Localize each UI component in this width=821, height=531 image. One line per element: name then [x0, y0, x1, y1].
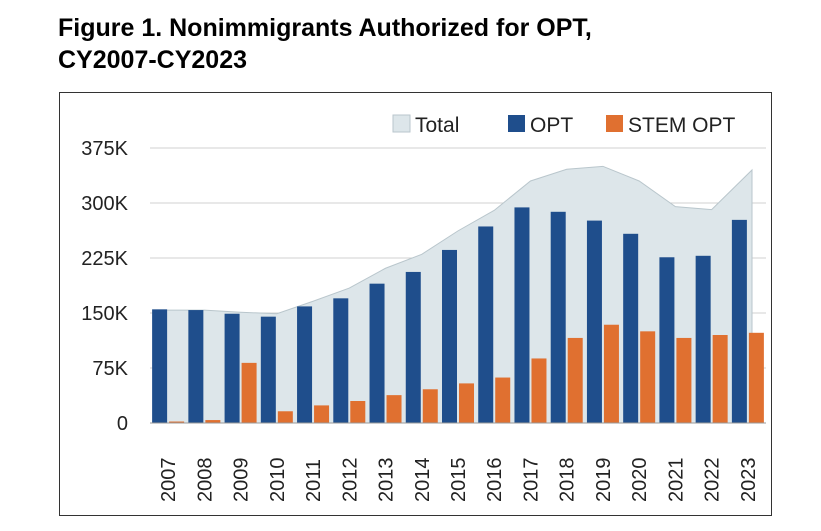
legend-label: OPT [530, 114, 573, 137]
x-tick-label: 2015 [448, 458, 470, 503]
stem-opt-bar [386, 395, 402, 423]
x-tick-label: 2023 [738, 458, 760, 503]
stem-opt-bar [676, 337, 692, 423]
figure-title-line1: Figure 1. Nonimmigrants Authorized for O… [58, 14, 592, 42]
x-axis-ticks: 2007 2008 2009 2010 2011 2012 2013 2014 2015 2016… [158, 458, 760, 503]
stem-opt-bar [748, 332, 764, 423]
opt-bar [623, 233, 639, 423]
x-tick-label: 2009 [231, 458, 253, 503]
stem-opt-bar [531, 358, 547, 423]
opt-bar [695, 255, 711, 423]
legend-label: Total [415, 114, 459, 137]
legend-swatch [606, 115, 623, 132]
opt-bar [405, 271, 421, 423]
y-tick-label: 225K [81, 248, 128, 270]
opt-bar [369, 283, 385, 423]
opt-bar [152, 309, 168, 423]
legend: Total OPT STEM OPT [392, 114, 736, 137]
opt-bar [550, 211, 566, 423]
stem-opt-bar [459, 383, 474, 423]
x-tick-label: 2010 [267, 458, 289, 503]
x-tick-label: 2020 [629, 458, 651, 503]
x-tick-label: 2013 [376, 458, 398, 503]
opt-bar [478, 226, 494, 423]
x-tick-label: 2007 [158, 458, 180, 503]
stem-opt-bar [241, 362, 257, 423]
figure-title: Figure 1. Nonimmigrants Authorized for O… [58, 12, 798, 76]
bar-layer [150, 207, 766, 424]
chart-frame [59, 92, 772, 516]
stem-opt-bar [712, 335, 728, 423]
stem-opt-bar [205, 420, 221, 423]
stem-opt-bar [422, 389, 438, 423]
opt-bar [297, 306, 313, 423]
opt-bar [442, 249, 457, 423]
stem-opt-bar [169, 421, 185, 423]
legend-swatch [392, 114, 411, 133]
opt-bar [333, 298, 349, 423]
x-tick-label: 2019 [593, 458, 615, 503]
x-tick-label: 2018 [557, 458, 579, 503]
y-tick-label: 75K [92, 358, 128, 380]
x-tick-label: 2017 [520, 458, 542, 503]
x-tick-label: 2008 [194, 458, 216, 503]
y-axis-ticks: 0 75K 150K 225K 300K 375K [81, 138, 128, 435]
stem-opt-bar [495, 377, 511, 423]
stem-opt-bar [603, 324, 619, 423]
y-tick-label: 0 [117, 413, 128, 435]
x-tick-label: 2014 [412, 458, 434, 503]
opt-bar [188, 310, 204, 423]
stem-opt-bar [640, 331, 656, 423]
opt-bar [260, 316, 276, 423]
x-tick-label: 2022 [702, 458, 724, 503]
figure-title-line2: CY2007-CY2023 [58, 46, 248, 74]
y-tick-label: 150K [81, 303, 128, 325]
x-tick-label: 2011 [303, 459, 325, 502]
opt-bar [586, 220, 602, 423]
y-tick-label: 300K [81, 193, 128, 215]
opt-bar [224, 313, 240, 423]
x-tick-label: 2016 [484, 458, 506, 503]
stem-opt-bar [567, 337, 583, 423]
opt-bar [514, 207, 530, 423]
x-tick-label: 2021 [665, 458, 687, 503]
opt-bar [659, 257, 675, 423]
legend-label: STEM OPT [628, 114, 736, 137]
stem-opt-bar [314, 405, 330, 423]
y-tick-label: 375K [81, 138, 128, 160]
stem-opt-bar [350, 401, 366, 423]
stem-opt-bar [277, 411, 293, 423]
legend-swatch [508, 115, 525, 132]
x-tick-label: 2012 [339, 458, 361, 503]
opt-bar [731, 219, 747, 423]
